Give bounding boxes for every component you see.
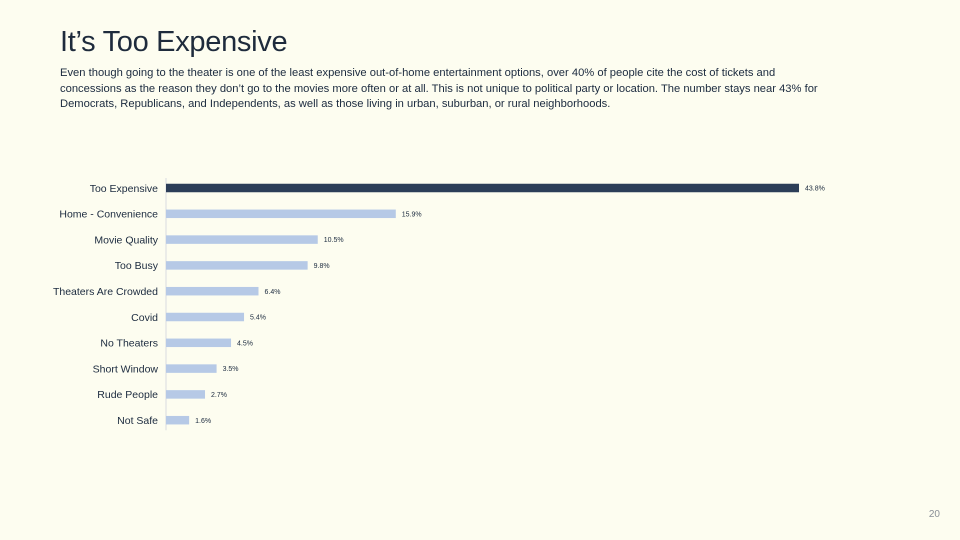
- category-label: Too Busy: [115, 260, 159, 272]
- page-title: It’s Too Expensive: [60, 26, 288, 58]
- bar: [166, 209, 396, 219]
- category-label: Theaters Are Crowded: [53, 286, 158, 298]
- bar: [166, 235, 318, 244]
- category-label: Home - Convenience: [59, 209, 158, 221]
- bar: [166, 183, 799, 193]
- data-label: 1.6%: [195, 418, 211, 425]
- data-label: 3.5%: [223, 366, 239, 373]
- bar: [166, 390, 206, 399]
- data-label: 4.5%: [237, 340, 253, 347]
- data-label: 15.9%: [402, 211, 422, 218]
- data-label: 9.8%: [314, 263, 330, 270]
- category-label: Too Expensive: [90, 183, 158, 195]
- bar: [166, 415, 190, 425]
- data-label: 5.4%: [250, 315, 266, 322]
- data-label: 43.8%: [805, 186, 825, 193]
- category-label: Rude People: [97, 389, 158, 401]
- data-label: 6.4%: [264, 289, 280, 296]
- bar: [166, 364, 217, 373]
- category-label: Not Safe: [117, 415, 158, 427]
- page-number: 20: [928, 509, 940, 520]
- category-label: Covid: [131, 312, 158, 324]
- category-label: Short Window: [93, 363, 159, 375]
- bar: [166, 338, 232, 348]
- bar: [166, 312, 245, 322]
- data-label: 10.5%: [324, 237, 344, 244]
- category-label: Movie Quality: [94, 234, 158, 246]
- page-subtitle: Even though going to the theater is one …: [60, 67, 818, 110]
- bar: [166, 261, 308, 270]
- data-label: 2.7%: [211, 392, 227, 399]
- category-label: No Theaters: [100, 338, 158, 350]
- bar: [166, 286, 259, 296]
